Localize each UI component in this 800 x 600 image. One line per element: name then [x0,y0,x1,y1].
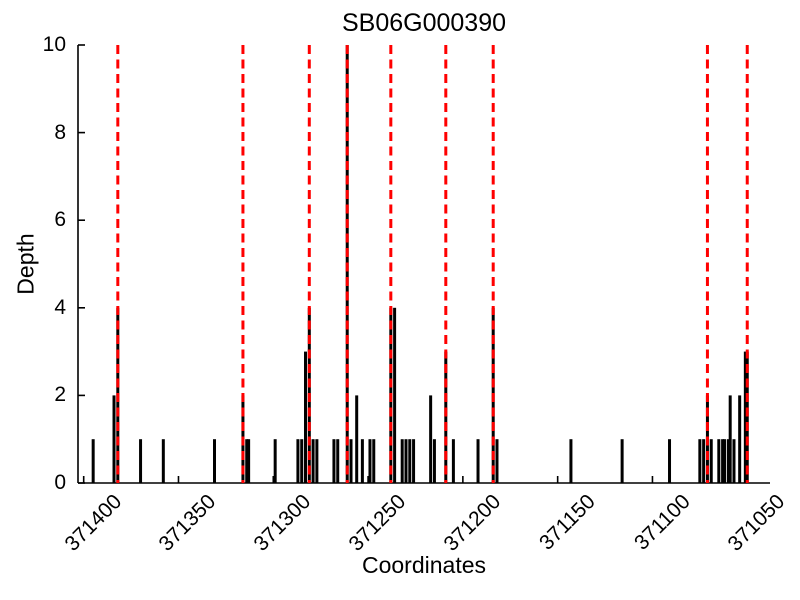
chart-title: SB06G000390 [341,9,507,37]
depth-bar [404,439,408,483]
depth-bar [412,439,416,483]
depth-bar [139,439,143,483]
y-tick-label: 6 [54,208,66,232]
depth-bar [738,395,742,483]
depth-bar [315,439,319,483]
depth-bar [296,439,300,483]
depth-bar [726,439,730,483]
depth-bar [360,439,364,483]
depth-bar [429,395,433,483]
depth-bar [743,351,747,483]
depth-bar [372,439,376,483]
depth-bar [698,439,702,483]
depth-bar [745,351,749,483]
x-axis-label: Coordinates [361,552,487,578]
depth-bar [400,439,404,483]
depth-bar [355,395,359,483]
depth-bar [273,439,277,483]
depth-bar [620,439,624,483]
depth-bar [349,439,353,483]
y-tick-label: 2 [54,383,66,407]
depth-bar [408,439,412,483]
depth-bar [717,439,721,483]
depth-bar [112,395,116,483]
depth-bar [161,439,165,483]
depth-bar [709,439,713,483]
depth-bar [245,439,249,483]
depth-bar [336,439,340,483]
y-tick-label: 8 [54,120,66,144]
depth-bar [569,439,573,483]
depth-bar [304,351,308,483]
depth-bar [213,439,216,483]
depth-bar [732,439,736,483]
depth-bar [495,439,499,483]
depth-bar [723,439,726,483]
depth-bar [432,439,436,483]
depth-bar [444,351,448,483]
depth-bar [247,439,251,483]
depth-bar [728,395,732,483]
depth-bar [311,439,315,483]
depth-bar [300,439,304,483]
depth-bar [476,439,480,483]
depth-bar [91,439,95,483]
y-axis-label: Depth [12,233,39,295]
depth-bar [721,439,725,483]
depth-bar [332,439,336,483]
y-tick-label: 0 [54,471,66,494]
depth-bar [393,307,397,483]
depth-bar [702,439,706,483]
depth-bar [451,439,455,483]
depth-bar [368,439,372,483]
y-tick-label: 4 [54,295,66,319]
y-tick-label: 10 [42,33,66,56]
depth-bar [668,439,672,483]
